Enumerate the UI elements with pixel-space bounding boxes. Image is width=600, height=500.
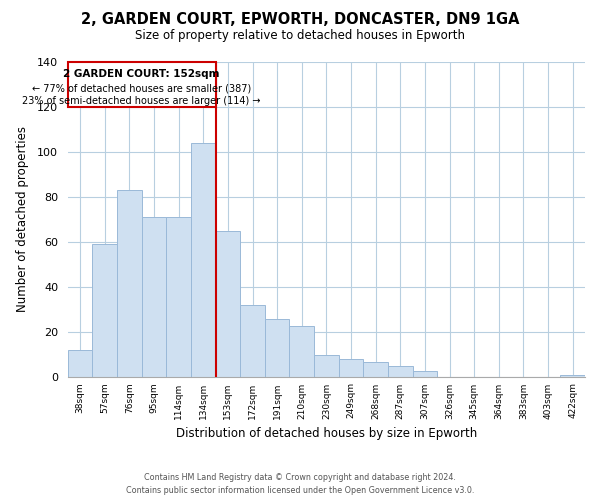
- Bar: [92, 244, 117, 378]
- Text: Contains HM Land Registry data © Crown copyright and database right 2024.
Contai: Contains HM Land Registry data © Crown c…: [126, 473, 474, 495]
- Text: 2, GARDEN COURT, EPWORTH, DONCASTER, DN9 1GA: 2, GARDEN COURT, EPWORTH, DONCASTER, DN9…: [81, 12, 519, 28]
- Text: 23% of semi-detached houses are larger (114) →: 23% of semi-detached houses are larger (…: [22, 96, 261, 106]
- Bar: [142, 217, 166, 378]
- Bar: [240, 305, 265, 378]
- Bar: [68, 350, 92, 378]
- Bar: [117, 190, 142, 378]
- Bar: [560, 375, 585, 378]
- X-axis label: Distribution of detached houses by size in Epworth: Distribution of detached houses by size …: [176, 427, 477, 440]
- Text: 2 GARDEN COURT: 152sqm: 2 GARDEN COURT: 152sqm: [64, 69, 220, 79]
- Bar: [388, 366, 413, 378]
- Bar: [314, 355, 339, 378]
- Bar: [166, 217, 191, 378]
- Bar: [265, 319, 289, 378]
- Bar: [413, 370, 437, 378]
- Bar: [68, 62, 215, 106]
- Bar: [339, 360, 364, 378]
- Y-axis label: Number of detached properties: Number of detached properties: [16, 126, 29, 312]
- Text: Size of property relative to detached houses in Epworth: Size of property relative to detached ho…: [135, 29, 465, 42]
- Text: ← 77% of detached houses are smaller (387): ← 77% of detached houses are smaller (38…: [32, 84, 251, 94]
- Bar: [364, 362, 388, 378]
- Bar: [215, 230, 240, 378]
- Bar: [289, 326, 314, 378]
- Bar: [191, 142, 215, 378]
